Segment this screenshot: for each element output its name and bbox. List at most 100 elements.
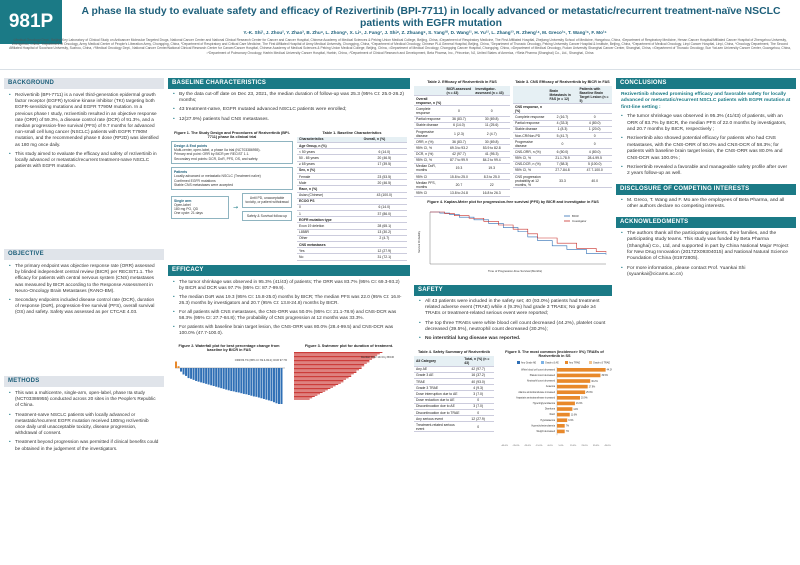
waterfall-note: ORR 83.7% (95% CI: 69.3-93.2); DCR 97.7%… (235, 358, 287, 362)
swimmer-bar (294, 375, 352, 377)
safety-item: All 43 patients were included in the saf… (419, 299, 607, 318)
baseline-column: BASELINE CHARACTERISTICS By the data cut… (168, 78, 410, 411)
acknowledgments-heading: ACKNOWLEDGMENTS (616, 216, 796, 228)
table-cell: 0 (462, 421, 494, 433)
poster-number: 981P (0, 0, 62, 44)
table4-title: Table 4. Safety Summary of Rezivertinib (418, 350, 490, 355)
swimmer-bar (294, 391, 323, 393)
table-cell: No (297, 253, 362, 261)
table-cell: 2 (16.7) (547, 113, 578, 121)
results-column: Table 2. Efficacy of Rezivertinib in FAS… (414, 78, 613, 453)
patients-box-line: Stable CNS metastases were accepted (174, 182, 233, 187)
table-row: Non-CR/Non-PD 5 (41.7) 0 (513, 132, 612, 140)
swimmer-bar (294, 380, 344, 382)
swimmer-bar (294, 383, 339, 385)
waterfall-bar (275, 367, 278, 403)
waterfall-bar (245, 367, 248, 394)
swimmer-bar (294, 376, 349, 378)
table-cell: Progressive disease (414, 128, 445, 140)
disclosure-heading: DISCLOSURE OF COMPETING INTERESTS (616, 183, 796, 195)
waterfall-bar (250, 367, 253, 396)
trae-bar (557, 402, 575, 406)
waterfall-bar (177, 365, 180, 368)
table-cell: 84.2 to 99.4 (473, 157, 510, 164)
axis-tick-label: -5.0% (547, 445, 553, 447)
table-cell: Dose interruption due to AE (414, 390, 463, 398)
waterfall-bar (205, 367, 208, 384)
table2-title: Table 2. Efficacy of Rezivertinib in FAS (427, 80, 497, 84)
methods-text: This was a multicentre, single-arm, open… (4, 387, 164, 458)
efficacy-item: The median DoR was 19.3 (95% CI: 15.8-25… (173, 294, 405, 306)
table-row: ORR, n (%) 36 (83.7) 30 (69.8) (414, 138, 510, 146)
fig1-title: Figure 1. The Study Design and Procedure… (174, 130, 290, 139)
waterfall-bar (242, 367, 245, 394)
table-cell: Median PFS, months (414, 179, 445, 191)
table-cell: Discontinuation due to TRAE (414, 409, 463, 417)
design-box-line: Secondary end points: DCR, DoR, PFS, OS,… (174, 156, 259, 161)
trae-value: 11.6% (571, 415, 577, 417)
baseline-text: By the data cut-off date on Dec 23, 2021… (168, 89, 410, 129)
km-plot: Time of Progression-Free Survival (Month… (417, 211, 607, 273)
table-row: Yes 12 (27.9) (297, 247, 407, 255)
trae-value: 25.6% (586, 392, 593, 394)
table-cell: 95% CI (414, 189, 445, 197)
legend-label: Any TRAE (569, 362, 581, 365)
safety-item: The top three TRAEs were white blood cel… (419, 321, 607, 334)
table-cell: 41 (95.3) (473, 151, 510, 158)
single-arm-box: Single arm Open-label 180 mg PO, QD One … (171, 195, 229, 219)
baseline-item: By the data cut-off date on Dec 23, 2021… (173, 92, 405, 104)
table-cell: L858R (297, 229, 362, 236)
table-row: Partial response 36 (83.7) 30 (69.8) (414, 116, 510, 123)
legend-swatch (541, 361, 544, 365)
legend-label: Grade ≥3 AE (545, 362, 559, 365)
conclusions-text: Rezivertinib showed promising efficacy a… (616, 89, 796, 184)
objective-text: The primary endpoint was objective respo… (4, 260, 164, 376)
trae-label: Neutrophil count decreased (527, 380, 556, 383)
waterfall-bar (247, 367, 250, 395)
table-row: Asian (Chinese) 43 (100.0) (297, 192, 407, 199)
figure-2: Figure 2. Waterfall plot for best percen… (171, 342, 311, 411)
objective-item: The primary endpoint was objective respo… (9, 263, 159, 294)
trae-value: 16.3% (576, 404, 583, 406)
swimmer-bar (294, 366, 362, 368)
poster-header: 981P A phase IIa study to evaluate safet… (0, 0, 800, 70)
table-cell: 3 (7.0) (462, 390, 494, 398)
waterfall-bar (255, 367, 258, 397)
affiliations: ¹Medical Oncology Dept., Beijing Key Lab… (9, 38, 791, 55)
swimmer-bar (294, 390, 326, 392)
table-row: Discontinuation due to AE 3 (7.0) (414, 403, 494, 410)
table-cell (361, 241, 407, 249)
table-row: Any AE 42 (97.7) (414, 366, 494, 373)
swimmer-bar (294, 358, 372, 360)
table-cell: 6 (50.0) (547, 148, 578, 156)
background-heading: BACKGROUND (4, 78, 164, 89)
table-cell: 95% CI, % (513, 167, 548, 175)
table-header (414, 86, 445, 97)
trae-label: Hypercholesterolaemia (532, 425, 556, 428)
trae-bar-chart: Any Grade AE Grade ≥3 AE Any TRAE Grade ≥3 … (501, 361, 613, 447)
table-cell: TRAE (414, 378, 463, 386)
baseline-item: 43 treatment-naïve, EGFR mutated advance… (173, 107, 405, 113)
trae-bar (557, 396, 580, 401)
table-cell: Race, n (%) (297, 185, 362, 193)
table-cell: 69.3 to 93.2 (444, 144, 474, 152)
swimmer-bar (294, 362, 367, 364)
swimmer-bar (294, 351, 383, 353)
trae-value: 27.9% (589, 387, 596, 389)
trae-bar (557, 407, 573, 412)
table-cell: Grade 3 TRAE (414, 384, 463, 392)
table-cell (361, 167, 407, 174)
table-cell: 40 (93.0) (462, 378, 494, 386)
trae-bar (557, 424, 565, 429)
table-cell: EGFR mutation type (297, 216, 362, 224)
table-row: Grade 3 AE 16 (37.2) (414, 372, 494, 379)
swimmer-bar (294, 372, 354, 374)
table-4: Table 4. Safety Summary of Rezivertinib … (414, 348, 494, 453)
table-cell: 5 (41.7) (547, 132, 578, 140)
single-arm-line: 180 mg PO, QD (174, 207, 199, 212)
table-cell: Progressive disease (513, 138, 548, 150)
table-cell (361, 216, 407, 224)
efficacy-tables: Table 2. Efficacy of Rezivertinib in FAS… (414, 78, 612, 197)
table-cell: Stable disease (513, 126, 548, 133)
trae-label: Anaemia (546, 386, 556, 389)
